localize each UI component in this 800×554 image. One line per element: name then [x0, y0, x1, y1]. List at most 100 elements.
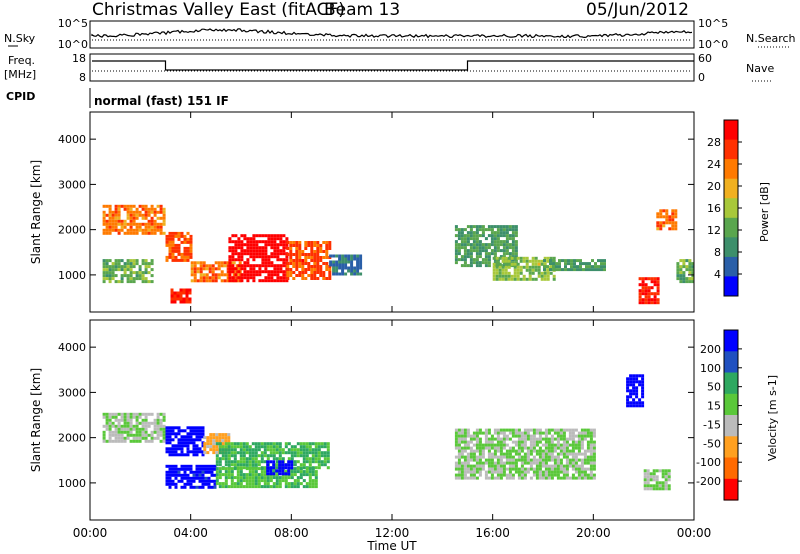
data-cell — [493, 249, 497, 253]
data-cell — [682, 259, 686, 263]
data-cell — [641, 286, 645, 290]
data-cell — [150, 280, 154, 284]
data-cell — [114, 219, 118, 223]
data-cell — [308, 445, 312, 449]
data-cell — [111, 213, 115, 217]
data-cell — [170, 297, 174, 301]
data-cell — [201, 464, 205, 468]
data-cell — [571, 452, 575, 456]
data-cell — [278, 454, 282, 458]
data-cell — [284, 470, 288, 474]
data-cell — [295, 244, 299, 247]
data-cell — [580, 470, 584, 474]
data-cell — [586, 461, 590, 465]
data-cell — [156, 216, 160, 220]
data-cell — [190, 270, 194, 274]
data-cell — [313, 277, 317, 280]
data-cell — [511, 249, 515, 253]
data-cell — [583, 476, 587, 480]
data-cell — [350, 269, 354, 273]
data-cell — [174, 426, 178, 430]
data-cell — [196, 279, 200, 283]
data-cell — [359, 263, 363, 267]
data-cell — [239, 454, 243, 458]
data-cell — [647, 292, 651, 296]
data-cell — [135, 439, 139, 443]
data-cell — [511, 434, 515, 438]
colorbar-segment — [724, 393, 738, 416]
data-cell — [472, 464, 476, 468]
data-cell — [496, 431, 500, 435]
data-cell — [286, 262, 290, 265]
data-cell — [183, 237, 187, 241]
data-cell — [177, 246, 181, 250]
data-cell — [674, 224, 678, 228]
data-cell — [526, 449, 530, 453]
data-cell — [171, 453, 175, 457]
data-cell — [511, 243, 515, 247]
data-cell — [266, 445, 270, 449]
data-cell — [302, 479, 306, 483]
data-cell — [589, 449, 593, 453]
data-cell — [117, 436, 121, 440]
data-cell — [469, 446, 473, 450]
data-cell — [308, 457, 312, 461]
data-cell — [108, 207, 112, 211]
data-cell — [254, 479, 258, 483]
data-cell — [463, 437, 467, 441]
data-cell — [568, 449, 572, 453]
data-cell — [565, 437, 569, 441]
data-cell — [123, 225, 127, 229]
data-cell — [679, 277, 683, 281]
data-cell — [529, 452, 533, 456]
data-cell — [661, 481, 665, 485]
data-cell — [301, 262, 305, 265]
data-cell — [129, 433, 133, 437]
data-cell — [487, 228, 491, 232]
data-cell — [307, 241, 311, 244]
data-cell — [490, 473, 494, 477]
data-cell — [638, 398, 642, 402]
data-cell — [547, 470, 551, 474]
data-cell — [249, 243, 253, 247]
data-cell — [168, 450, 172, 454]
data-cell — [105, 274, 109, 278]
data-cell — [574, 464, 578, 468]
data-cell — [248, 451, 252, 455]
data-region — [543, 259, 606, 272]
data-cell — [511, 237, 515, 241]
data-cell — [469, 237, 473, 241]
data-cell — [209, 439, 213, 443]
data-cell — [550, 467, 554, 471]
data-cell — [579, 259, 582, 263]
data-cell — [165, 240, 169, 244]
data-region — [266, 460, 294, 476]
data-cell — [123, 424, 127, 428]
data-cell — [236, 463, 240, 467]
data-cell — [226, 264, 230, 268]
data-cell — [138, 277, 142, 281]
data-cell — [529, 443, 533, 447]
data-cell — [562, 449, 566, 453]
data-cell — [328, 244, 332, 247]
data-cell — [132, 277, 136, 281]
data-cell — [105, 231, 109, 235]
data-cell — [652, 484, 656, 488]
data-cell — [547, 449, 551, 453]
data-cell — [460, 240, 464, 244]
data-cell — [215, 442, 219, 446]
data-cell — [278, 445, 282, 449]
data-cell — [499, 231, 503, 235]
data-cell — [195, 435, 199, 439]
data-cell — [359, 266, 363, 270]
data-cell — [272, 482, 276, 486]
data-cell — [600, 262, 603, 266]
data-cell — [532, 449, 536, 453]
velocity-ylabel: Slant Range [km] — [29, 368, 43, 472]
data-cell — [150, 210, 154, 214]
data-cell — [201, 435, 205, 439]
data-cell — [591, 268, 594, 272]
data-cell — [135, 231, 139, 235]
data-cell — [466, 231, 470, 235]
data-cell — [463, 440, 467, 444]
